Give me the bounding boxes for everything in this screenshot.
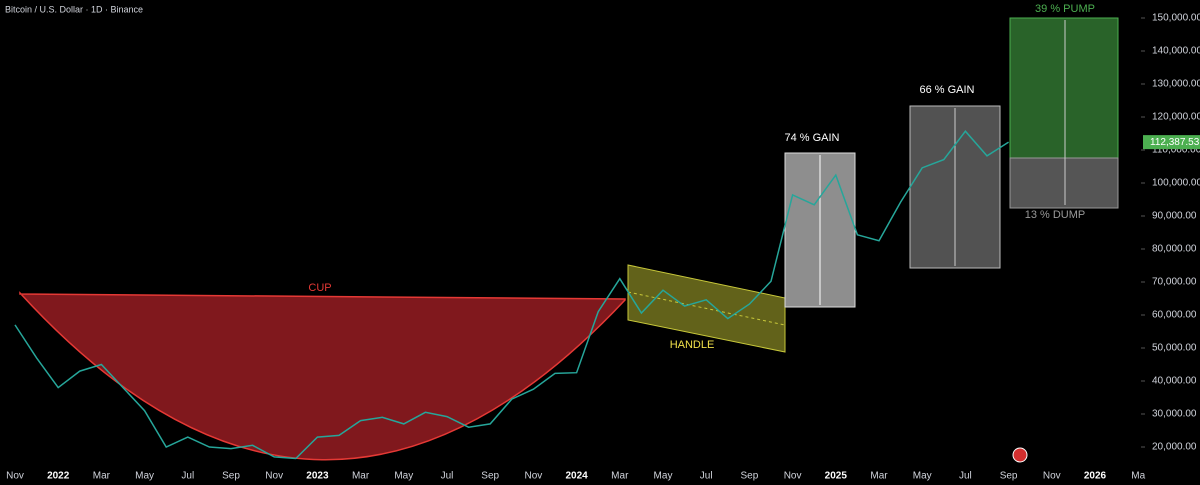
x-tick-label: Jul	[700, 471, 713, 482]
y-tick-label: 30,000.00	[1152, 409, 1197, 420]
gain-label: 74 % GAIN	[784, 132, 839, 144]
y-tick-label: 80,000.00	[1152, 244, 1197, 255]
handle-label: HANDLE	[670, 339, 715, 351]
x-tick-label: Jul	[959, 471, 972, 482]
channel-mid	[627, 291, 786, 326]
y-tick-label: 150,000.00	[1152, 13, 1200, 24]
y-tick-label: 20,000.00	[1152, 442, 1197, 453]
pump-box	[1009, 17, 1119, 159]
y-tick-label: 50,000.00	[1152, 343, 1197, 354]
x-tick-label: 2026	[1084, 471, 1107, 482]
x-tick-label: Jul	[181, 471, 194, 482]
y-tick-label: 90,000.00	[1152, 211, 1197, 222]
x-tick-label: Mar	[352, 471, 370, 482]
y-tick-label: 130,000.00	[1152, 79, 1200, 90]
price-tag-label: 112,387.53	[1150, 137, 1200, 148]
y-tick-label: 40,000.00	[1152, 376, 1197, 387]
cup-label: CUP	[308, 282, 331, 294]
x-tick-label: Sep	[741, 471, 759, 482]
chart-title: Bitcoin / U.S. Dollar · 1D · Binance	[5, 4, 143, 14]
price-line	[14, 130, 1010, 460]
y-tick-label: 100,000.00	[1152, 178, 1200, 189]
x-tick-label: Nov	[1043, 471, 1061, 482]
x-tick-label: Nov	[525, 471, 543, 482]
x-tick-label: Nov	[784, 471, 802, 482]
x-tick-label: May	[654, 471, 673, 482]
x-tick-label: Mar	[93, 471, 111, 482]
x-tick-label: Mar	[611, 471, 629, 482]
x-tick-label: Ma	[1131, 471, 1145, 482]
logo-icon	[1012, 447, 1028, 463]
price-tag	[1143, 135, 1200, 150]
x-tick-label: Sep	[481, 471, 499, 482]
x-tick-label: 2025	[825, 471, 848, 482]
x-tick-label: Mar	[870, 471, 888, 482]
x-tick-label: May	[913, 471, 932, 482]
x-tick-label: Nov	[6, 471, 24, 482]
x-tick-label: Sep	[222, 471, 240, 482]
y-tick-label: 120,000.00	[1152, 112, 1200, 123]
x-tick-label: Nov	[265, 471, 283, 482]
dump-box	[1009, 157, 1119, 209]
x-tick-label: May	[135, 471, 154, 482]
x-tick-label: 2023	[306, 471, 329, 482]
y-tick-label: 110,000.00	[1152, 145, 1200, 156]
pump-label: 39 % PUMP	[1035, 3, 1095, 15]
x-tick-label: 2022	[47, 471, 70, 482]
x-tick-label: Jul	[441, 471, 454, 482]
y-tick-label: 140,000.00	[1152, 46, 1200, 57]
y-tick-label: 70,000.00	[1152, 277, 1197, 288]
dump-label: 13 % DUMP	[1025, 209, 1086, 221]
x-tick-label: May	[394, 471, 413, 482]
x-tick-label: Sep	[1000, 471, 1018, 482]
y-tick-label: 60,000.00	[1152, 310, 1197, 321]
gain-label: 66 % GAIN	[919, 84, 974, 96]
x-tick-label: 2024	[565, 471, 588, 482]
